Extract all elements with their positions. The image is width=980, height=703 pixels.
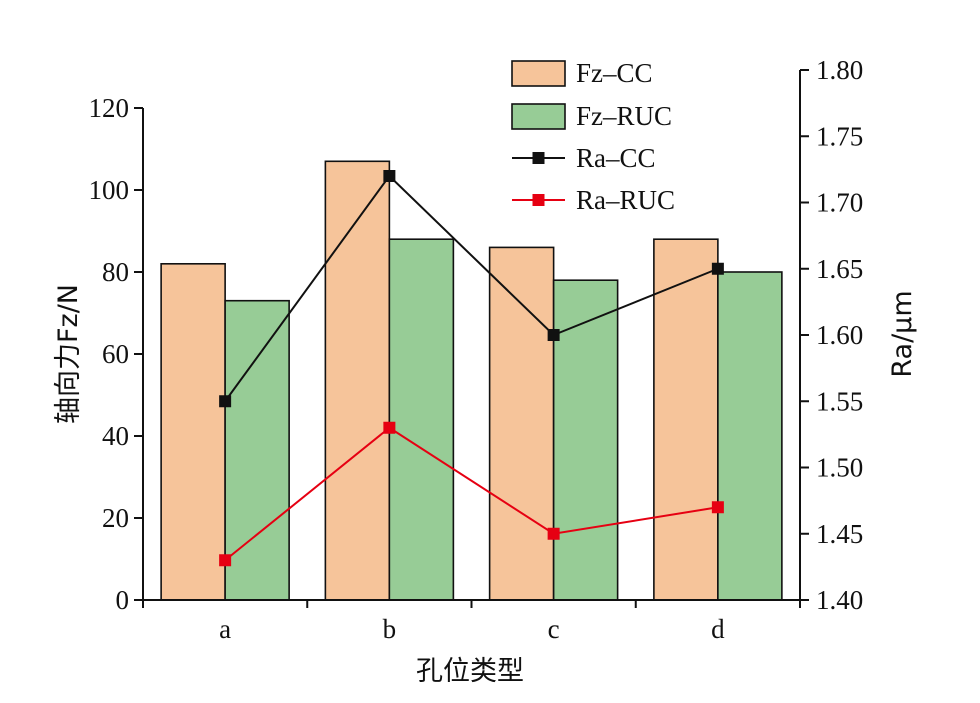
right-tick-label-1.80: 1.80 xyxy=(816,55,863,85)
x-tick-label-c: c xyxy=(548,614,560,644)
bars xyxy=(160,160,783,601)
right-tick-label-1.75: 1.75 xyxy=(816,121,863,151)
left-tick-label-60: 60 xyxy=(102,339,129,369)
bar-fz-cc-b xyxy=(324,160,391,601)
point-ra-cc-a xyxy=(219,395,232,408)
bar-fz-cc-a xyxy=(160,262,226,601)
left-axis: 0 20 40 60 80 100 120 xyxy=(89,93,144,615)
x-tick-label-d: d xyxy=(711,614,725,644)
right-tick-label-1.60: 1.60 xyxy=(816,320,863,350)
bar-fz-cc-d xyxy=(653,238,719,601)
right-tick-label-1.45: 1.45 xyxy=(816,519,863,549)
point-ra-cc-c xyxy=(547,329,560,341)
legend-marker-ra-cc xyxy=(532,152,545,164)
left-tick-label-80: 80 xyxy=(102,257,129,287)
line-ra-ruc xyxy=(224,426,719,562)
point-ra-ruc-a xyxy=(219,554,232,567)
left-tick-label-40: 40 xyxy=(102,421,129,451)
left-tick-label-0: 0 xyxy=(116,585,130,615)
legend-label-ra-cc: Ra–CC xyxy=(576,143,656,173)
left-tick-label-20: 20 xyxy=(102,503,129,533)
point-ra-cc-d xyxy=(711,262,724,275)
right-axis: 1.40 1.45 1.50 1.55 1.60 1.65 1.70 1.75 1.80 xyxy=(799,55,863,615)
y-axis-title-right: Ra/μm xyxy=(887,290,918,377)
bar-fz-ruc-a xyxy=(224,299,290,601)
point-ra-cc-b xyxy=(383,170,396,182)
x-axis-title: 孔位类型 xyxy=(416,656,524,687)
legend-swatch-fz-ruc xyxy=(511,103,566,130)
bar-fz-ruc-c xyxy=(552,279,619,601)
legend-label-fz-cc: Fz–CC xyxy=(576,58,653,88)
right-tick-label-1.65: 1.65 xyxy=(816,254,863,284)
left-tick-label-100: 100 xyxy=(89,175,130,205)
legend-marker-ra-ruc xyxy=(532,194,545,206)
legend-label-fz-ruc: Fz–RUC xyxy=(576,101,672,131)
bar-fz-ruc-d xyxy=(717,271,783,601)
bar-fz-ruc-b xyxy=(388,238,455,601)
x-tick-label-b: b xyxy=(383,614,397,644)
right-tick-label-1.50: 1.50 xyxy=(816,453,863,483)
bar-fz-cc-c xyxy=(488,246,555,601)
y-axis-title-left: 轴向力Fz/N xyxy=(53,284,84,424)
point-ra-ruc-c xyxy=(547,527,560,540)
legend-label-ra-ruc: Ra–RUC xyxy=(576,185,675,215)
x-tick-label-a: a xyxy=(219,614,231,644)
x-axis: a b c d xyxy=(142,599,801,644)
right-tick-label-1.40: 1.40 xyxy=(816,585,863,615)
point-ra-ruc-d xyxy=(711,501,724,514)
left-tick-label-120: 120 xyxy=(89,93,130,123)
line-ra-cc xyxy=(224,174,719,402)
legend-swatch-fz-cc xyxy=(511,60,566,87)
right-tick-label-1.55: 1.55 xyxy=(816,386,863,416)
right-tick-label-1.70: 1.70 xyxy=(816,188,863,218)
lines xyxy=(219,170,724,567)
legend: Fz–CC Fz–RUC Ra–CC Ra–RUC xyxy=(511,58,675,215)
point-ra-ruc-b xyxy=(383,421,396,434)
